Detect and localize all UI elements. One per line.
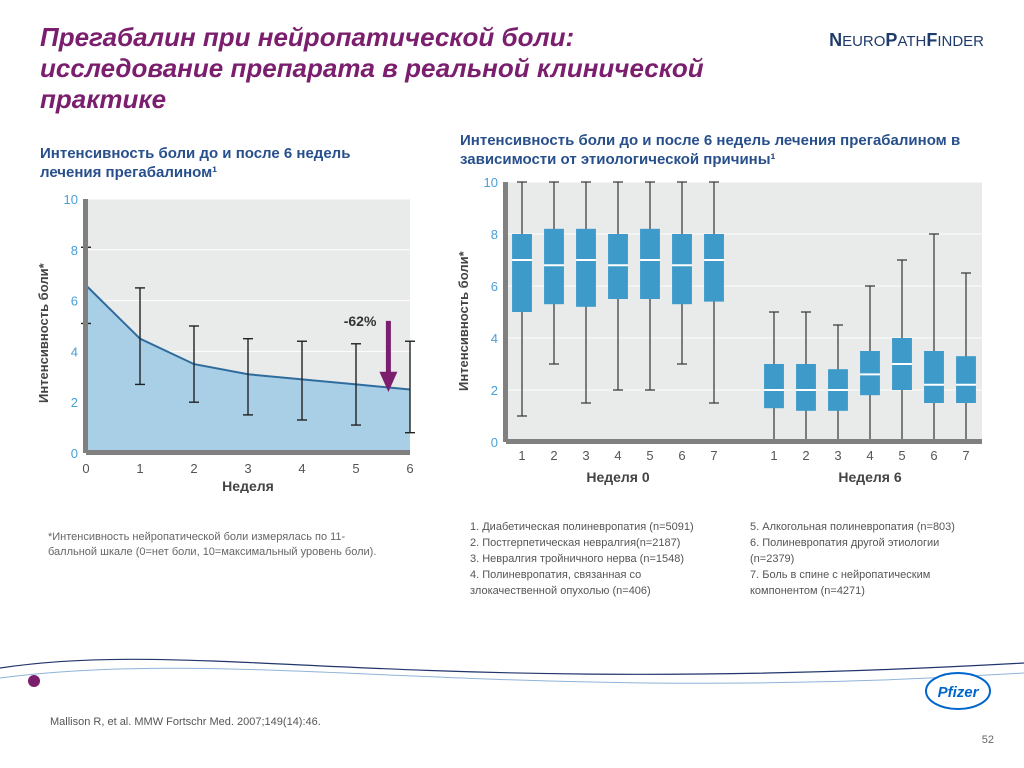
svg-text:Неделя 6: Неделя 6 [838,469,902,485]
left-chart-svg: 0 2 4 6 8 10 0 1 2 3 4 5 6 Неделя -62% [40,193,420,493]
svg-text:Неделя: Неделя [222,478,274,493]
svg-text:1: 1 [136,461,143,476]
svg-text:5: 5 [352,461,359,476]
svg-text:8: 8 [491,227,498,242]
svg-text:5: 5 [898,448,905,463]
svg-text:Pfizer: Pfizer [938,684,980,701]
svg-text:Неделя 0: Неделя 0 [586,469,650,485]
svg-text:6: 6 [71,293,78,308]
svg-text:6: 6 [491,279,498,294]
brand-logo: NEUROPATHFINDER [829,30,984,51]
svg-text:8: 8 [71,242,78,257]
svg-text:2: 2 [802,448,809,463]
right-chart-svg: 02468101234567Неделя 01234567Неделя 6 [460,176,990,486]
svg-text:6: 6 [678,448,685,463]
svg-text:5: 5 [646,448,653,463]
slide-title: Прегабалин при нейропатической боли: исс… [40,22,760,116]
svg-text:2: 2 [190,461,197,476]
right-chart: Интенсивность боли до и после 6 недель л… [460,132,1000,486]
svg-text:3: 3 [582,448,589,463]
svg-text:3: 3 [244,461,251,476]
svg-text:0: 0 [491,435,498,450]
svg-text:7: 7 [710,448,717,463]
left-chart: Интенсивность боли до и после 6 недель л… [40,145,440,493]
svg-text:0: 0 [82,461,89,476]
svg-text:10: 10 [484,176,498,190]
right-chart-title: Интенсивность боли до и после 6 недель л… [460,132,980,170]
svg-text:6: 6 [406,461,413,476]
legend-col1: 1. Диабетическая полиневропатия (n=5091)… [470,520,720,600]
footnote-left: *Интенсивность нейропатической боли изме… [48,530,378,560]
svg-text:2: 2 [491,383,498,398]
svg-text:1: 1 [770,448,777,463]
svg-text:-62%: -62% [344,313,377,329]
svg-text:4: 4 [866,448,873,463]
svg-text:0: 0 [71,446,78,461]
decorative-swoosh [0,628,1024,708]
svg-text:4: 4 [491,331,498,346]
svg-text:6: 6 [930,448,937,463]
svg-text:1: 1 [518,448,525,463]
left-ylabel: Интенсивность боли* [36,263,51,403]
citation: Mallison R, et al. MMW Fortschr Med. 200… [50,716,321,728]
svg-text:4: 4 [298,461,305,476]
svg-text:3: 3 [834,448,841,463]
svg-text:10: 10 [64,193,78,207]
svg-text:7: 7 [962,448,969,463]
pfizer-logo: Pfizer [924,671,992,716]
page-number: 52 [982,734,994,746]
svg-text:2: 2 [550,448,557,463]
svg-text:4: 4 [614,448,621,463]
svg-text:2: 2 [71,395,78,410]
right-ylabel: Интенсивность боли* [456,251,471,391]
left-chart-title: Интенсивность боли до и после 6 недель л… [40,145,370,183]
legend-col2: 5. Алкогольная полиневропатия (n=803) 6.… [750,520,990,600]
svg-text:4: 4 [71,344,78,359]
